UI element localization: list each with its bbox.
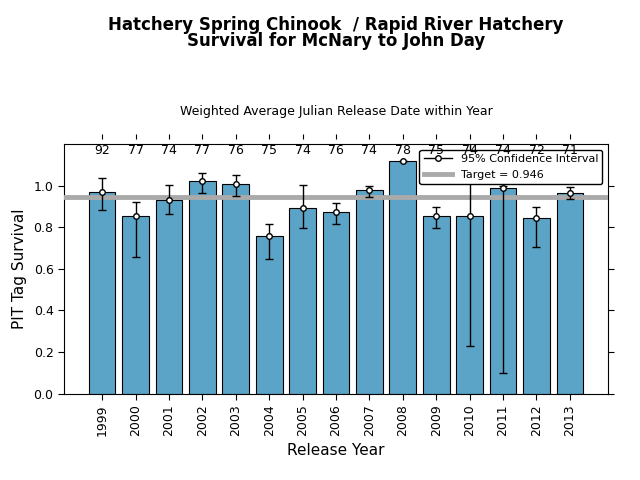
Bar xyxy=(222,183,249,394)
Bar xyxy=(289,208,316,394)
Bar xyxy=(89,192,115,394)
Text: Hatchery Spring Chinook  / Rapid River Hatchery: Hatchery Spring Chinook / Rapid River Ha… xyxy=(108,15,564,34)
Y-axis label: PIT Tag Survival: PIT Tag Survival xyxy=(12,208,27,329)
Bar xyxy=(256,236,282,394)
Bar xyxy=(490,188,516,394)
X-axis label: Release Year: Release Year xyxy=(287,443,385,458)
Bar xyxy=(156,200,182,394)
Bar xyxy=(356,191,383,394)
Text: Survival for McNary to John Day: Survival for McNary to John Day xyxy=(187,33,485,50)
Bar xyxy=(122,216,149,394)
Bar xyxy=(456,216,483,394)
Bar xyxy=(189,181,216,394)
Bar xyxy=(323,212,349,394)
Text: Weighted Average Julian Release Date within Year: Weighted Average Julian Release Date wit… xyxy=(180,105,492,118)
Bar xyxy=(423,216,450,394)
Bar xyxy=(390,161,416,394)
Bar xyxy=(557,193,583,394)
Legend: 95% Confidence Interval, Target = 0.946: 95% Confidence Interval, Target = 0.946 xyxy=(419,150,602,184)
Bar xyxy=(523,218,550,394)
